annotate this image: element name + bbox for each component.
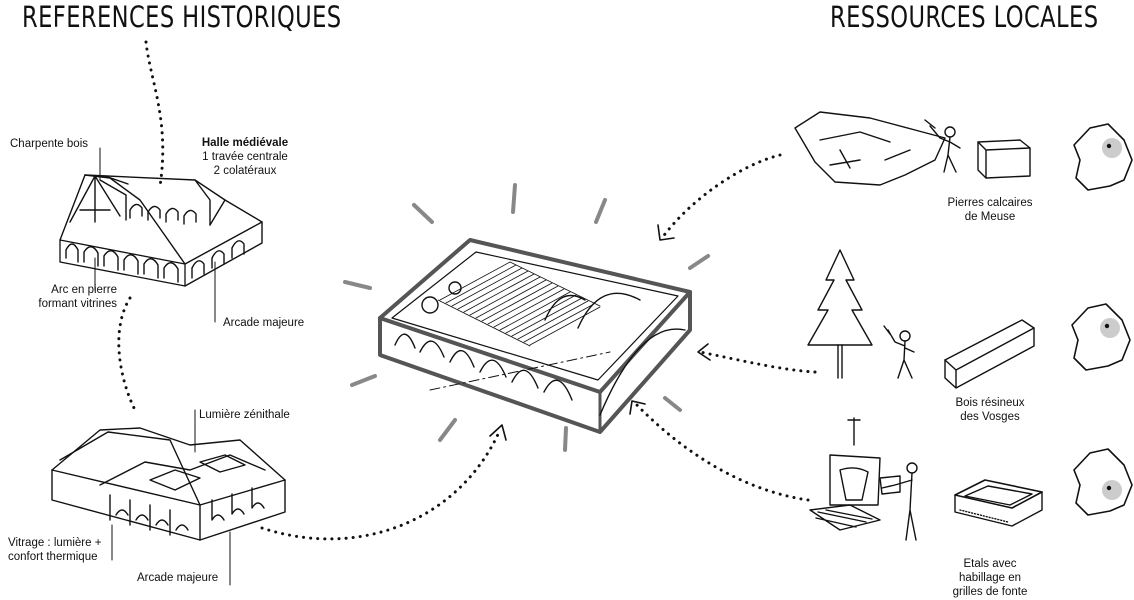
- halle-title: Halle médiévale: [201, 137, 289, 149]
- dotted-arrow-stone-to-center: [660, 153, 782, 240]
- resource-stone-line1: Pierres calcaires: [947, 197, 1033, 209]
- label-arc-en-pierre: Arc en pierre formant vitrines: [0, 283, 117, 311]
- label-arcade-majeure-building: Arcade majeure: [137, 572, 219, 584]
- france-map-icon-2: [1071, 303, 1131, 371]
- market-stall-drawing: [954, 479, 1043, 527]
- arc-line2: formant vitrines: [38, 298, 117, 310]
- radiating-rays: [343, 183, 710, 452]
- dotted-arrow-wood-to-center: [698, 350, 817, 374]
- stone-worker-figure: [924, 119, 961, 173]
- central-market-box: [378, 238, 692, 434]
- france-map-icon-1: [1073, 123, 1133, 191]
- limestone-rock-drawing: [794, 111, 946, 186]
- lumberjack-figure: [883, 325, 915, 379]
- resource-iron-line2: habillage en: [958, 572, 1022, 584]
- title-local-resources: RESSOURCES LOCALES: [830, 0, 1099, 34]
- label-lumiere-zenithale: Lumière zénithale: [199, 409, 290, 421]
- resource-stone-line2: de Meuse: [964, 211, 1016, 223]
- timber-beam-drawing: [944, 319, 1035, 389]
- covered-market-drawing: [51, 427, 286, 541]
- medieval-hall-drawing: [59, 174, 263, 287]
- vitrage-line2: confort thermique: [8, 551, 98, 563]
- label-arcade-majeure-halle: Arcade majeure: [223, 317, 305, 329]
- resource-wood-line1: Bois résineux: [955, 397, 1025, 409]
- foundry-casting-drawing: [809, 417, 881, 531]
- dotted-connector-top: [144, 40, 165, 188]
- resource-stone-label: Pierres calcaires de Meuse: [930, 196, 1050, 224]
- pine-tree-drawing: [807, 249, 873, 379]
- dotted-arrow-cast-iron-to-center: [632, 400, 810, 502]
- arc-line1: Arc en pierre: [51, 284, 117, 296]
- dotted-arrow-building-to-center: [260, 428, 502, 541]
- resource-wood-line2: des Vosges: [960, 411, 1020, 423]
- title-historical-references: REFERENCES HISTORIQUES: [22, 0, 342, 34]
- dotted-connector-middle: [117, 296, 137, 412]
- vitrage-line1: Vitrage : lumière +: [8, 537, 102, 549]
- resource-wood-label: Bois résineux des Vosges: [930, 396, 1050, 424]
- resource-iron-line1: Etals avec: [963, 558, 1017, 570]
- resource-cast-iron-label: Etals avec habillage en grilles de fonte: [930, 557, 1050, 599]
- foundry-worker-figure: [879, 462, 918, 541]
- halle-caption: Halle médiévale 1 travée centrale 2 cola…: [195, 136, 295, 178]
- label-charpente-bois: Charpente bois: [10, 138, 88, 150]
- halle-line1: 1 travée centrale: [202, 151, 288, 163]
- resource-iron-line3: grilles de fonte: [952, 586, 1028, 598]
- halle-line2: 2 colatéraux: [213, 165, 277, 177]
- cut-stone-block-drawing: [977, 139, 1031, 179]
- france-map-icon-3: [1073, 448, 1133, 516]
- label-vitrage: Vitrage : lumière + confort thermique: [8, 536, 101, 564]
